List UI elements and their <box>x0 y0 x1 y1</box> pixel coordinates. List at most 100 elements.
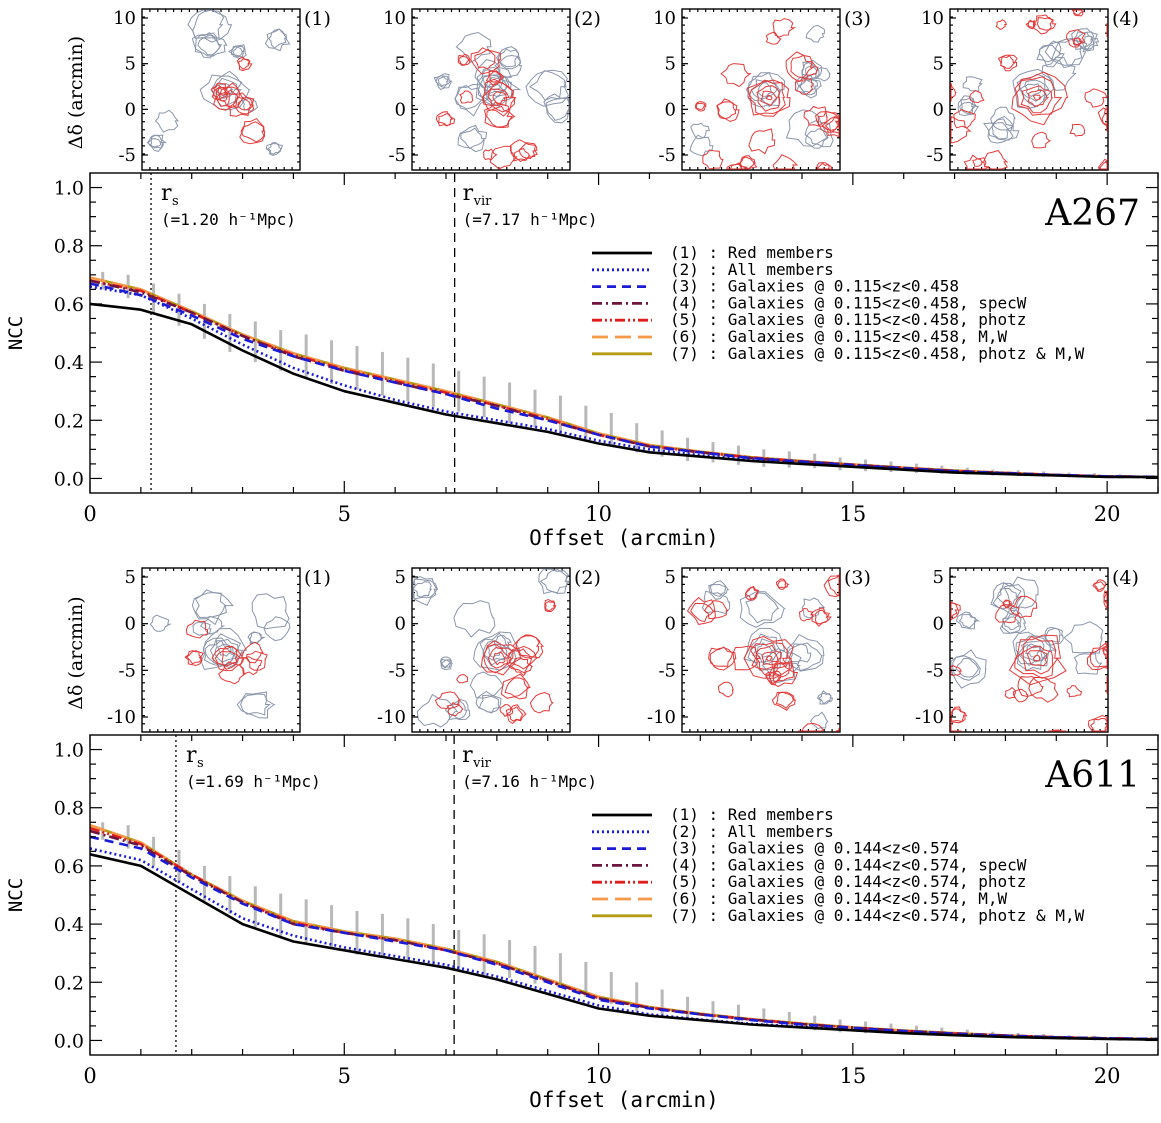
thumbnail-ytick-label: -5 <box>926 660 944 681</box>
thumbnail-ytick-label: 10 <box>921 8 944 29</box>
rs-value: (=1.20 h⁻¹Mpc) <box>161 210 296 229</box>
x-axis-label: Offset (arcmin) <box>529 526 719 550</box>
gray-contour <box>996 587 1020 607</box>
red-contour <box>544 598 557 613</box>
series-line-1 <box>89 302 1158 479</box>
thumbnail-ytick-label: -5 <box>658 660 676 681</box>
thumbnail-ytick-label: -5 <box>926 145 944 166</box>
red-contour <box>772 18 797 38</box>
gray-contour <box>958 613 978 629</box>
gray-contour <box>999 609 1027 634</box>
red-contour <box>500 673 531 700</box>
red-contour <box>1004 686 1017 700</box>
gray-contour <box>453 600 496 638</box>
red-contour <box>1066 684 1083 698</box>
gray-contour <box>264 28 291 52</box>
red-contour <box>480 640 524 676</box>
red-contour <box>694 101 707 112</box>
y-tick-label: 1.0 <box>54 178 84 200</box>
red-contour <box>185 650 203 665</box>
red-contour <box>771 691 796 711</box>
red-contour <box>246 650 268 671</box>
x-tick-label: 20 <box>1094 1064 1121 1088</box>
gray-contour <box>231 45 245 58</box>
gray-contour <box>525 69 569 107</box>
gray-contour <box>214 638 239 663</box>
red-contour <box>769 660 799 688</box>
gray-contour <box>708 580 730 600</box>
thumbnail-ytick-label: -5 <box>118 145 136 166</box>
red-contour <box>815 111 840 133</box>
gray-contour <box>539 568 568 594</box>
gray-contour <box>805 24 826 43</box>
red-contour <box>544 601 556 612</box>
red-contour <box>1103 592 1108 607</box>
red-contour <box>765 31 782 45</box>
thumbnail-label: (4) <box>1112 8 1139 30</box>
gray-contour <box>474 59 512 96</box>
red-contour <box>728 163 744 170</box>
gray-contour <box>1072 31 1095 51</box>
gray-contour <box>739 591 787 628</box>
red-contour <box>1026 650 1048 667</box>
gray-contour <box>194 591 228 619</box>
x-tick-label: 15 <box>839 502 866 526</box>
red-contour <box>1032 654 1042 662</box>
gray-contour <box>1016 73 1050 108</box>
red-contour <box>239 656 263 676</box>
x-tick-label: 0 <box>83 502 96 526</box>
red-contour <box>483 148 498 161</box>
gray-contour <box>460 127 486 150</box>
gray-contour <box>479 632 514 667</box>
thumbnail-ytick-label: -5 <box>388 660 406 681</box>
thumbnail-ytick-label: -5 <box>658 145 676 166</box>
red-contour <box>1097 106 1108 132</box>
red-contour <box>1073 9 1085 16</box>
y-tick-label: 0.0 <box>54 1030 84 1052</box>
thumbnail-ytick-label: -10 <box>647 707 676 728</box>
gray-contour <box>248 631 262 644</box>
legend-label-5: (5) : Galaxies @ 0.144<z<0.574, photz <box>670 872 1026 891</box>
red-contour <box>950 600 959 620</box>
red-contour <box>748 79 786 117</box>
gray-contour <box>486 83 505 98</box>
rvir-value: (=7.16 h⁻¹Mpc) <box>462 772 597 791</box>
gray-contour <box>1024 83 1043 98</box>
red-contour <box>766 671 780 684</box>
gray-contour <box>412 576 438 606</box>
red-contour <box>1032 94 1042 101</box>
gray-contour <box>689 134 714 157</box>
red-contour <box>953 109 976 129</box>
red-contour <box>474 48 496 70</box>
red-contour <box>702 149 724 170</box>
x-tick-label: 5 <box>338 1064 351 1088</box>
red-contour <box>1012 688 1029 703</box>
red-contour <box>513 148 531 163</box>
red-contour <box>814 609 830 625</box>
legend-label-2: (2) : All members <box>670 822 834 841</box>
legend-label-7: (7) : Galaxies @ 0.144<z<0.574, photz & … <box>670 906 1085 925</box>
red-contour <box>772 662 795 682</box>
gray-contour <box>757 82 773 97</box>
gray-contour <box>435 75 452 88</box>
red-contour <box>211 645 245 672</box>
thumbnail-ytick-label: 10 <box>653 8 676 29</box>
y-tick-label: 0.8 <box>54 236 84 258</box>
gray-contour <box>487 643 504 658</box>
red-contour <box>690 602 716 623</box>
rs-subscript: s <box>172 194 179 209</box>
red-contour <box>994 604 1021 624</box>
y-tick-label: 0.4 <box>54 914 84 936</box>
red-contour <box>221 650 239 667</box>
x-tick-label: 0 <box>83 1064 96 1088</box>
gray-contour <box>818 692 832 705</box>
thumbnail-ytick-label: 5 <box>395 567 406 588</box>
gray-contour <box>447 700 468 720</box>
red-contour <box>482 82 516 113</box>
y-axis-label: NCC <box>5 878 27 912</box>
y-tick-label: 0.2 <box>54 972 84 994</box>
gray-contour <box>210 75 243 107</box>
gray-contour <box>199 70 251 111</box>
red-contour <box>765 654 773 662</box>
red-contour <box>1094 581 1106 592</box>
